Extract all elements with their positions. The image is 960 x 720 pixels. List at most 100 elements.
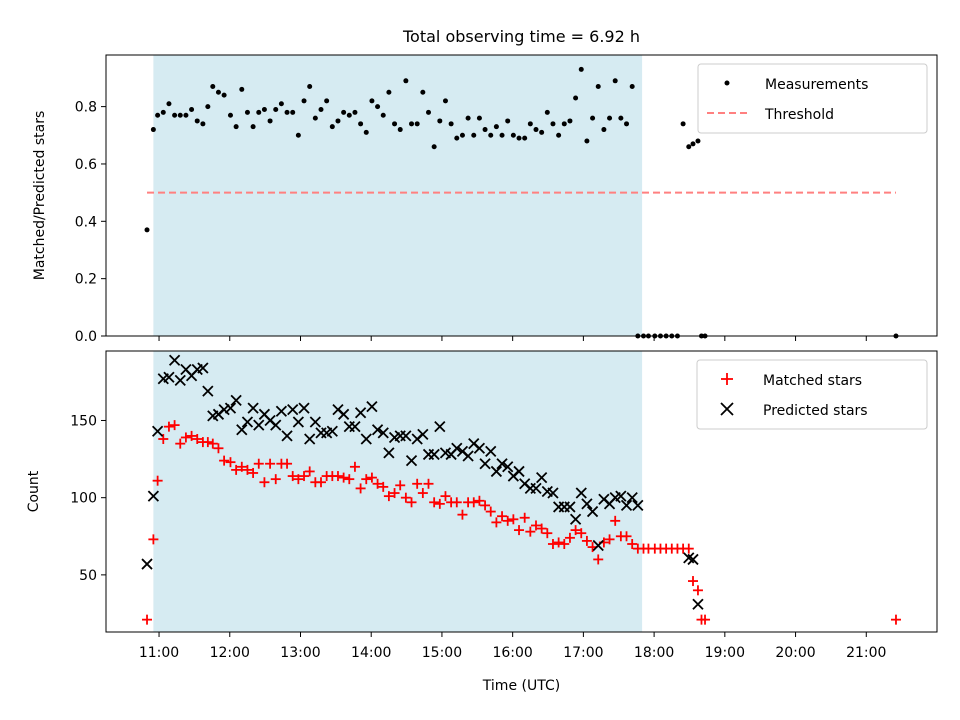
top-x-ticks (158, 336, 867, 341)
measurement-point (335, 118, 341, 124)
bottom-y-tick-label: 100 (70, 491, 97, 507)
measurement-point (210, 84, 216, 90)
matched-star-point (434, 498, 445, 509)
bottom-legend: Matched stars Predicted stars (696, 359, 928, 430)
measurement-point (505, 118, 511, 124)
matched-star-point (553, 537, 564, 548)
matched-star-point (451, 497, 462, 508)
x-tick-label: 12:00 (210, 645, 250, 661)
bottom-y-ticks: 50 100 150 (70, 413, 106, 584)
matched-star-point (231, 464, 242, 475)
measurement-point (488, 132, 494, 138)
matched-star-point (890, 614, 901, 625)
matched-star-point (304, 466, 315, 477)
measurement-point (239, 86, 245, 92)
matched-star-point (525, 526, 536, 537)
matched-star-point (497, 511, 508, 522)
legend-measurements-label: Measurements (765, 77, 868, 93)
matched-star-point (142, 614, 153, 625)
matched-star-point (242, 464, 253, 475)
top-shaded-interval (153, 55, 643, 336)
matched-star-point (180, 432, 191, 443)
matched-star-point (148, 534, 159, 545)
measurement-point (437, 118, 443, 124)
predicted-star-point (202, 385, 214, 397)
top-legend-box (697, 63, 928, 134)
predicted-star-point (530, 482, 542, 495)
x-tick-label: 17:00 (563, 645, 603, 661)
measurement-point (454, 135, 460, 141)
matched-star-point (355, 483, 366, 494)
measurement-point (221, 92, 227, 98)
measurement-point (346, 112, 352, 118)
top-panel: 0.00.20.40.60.8 Matched/Predicted stars … (32, 54, 938, 345)
x-tick-label: 13:00 (280, 645, 320, 661)
matched-star-point (621, 531, 632, 542)
matched-star-point (570, 525, 581, 536)
matched-star-point (502, 515, 513, 526)
measurement-point (420, 89, 426, 95)
measurement-point (612, 78, 618, 84)
measurement-point (267, 118, 273, 124)
measurement-point (177, 112, 183, 118)
predicted-star-point (241, 416, 254, 428)
predicted-star-point (581, 498, 593, 510)
matched-star-point (440, 491, 451, 502)
matched-star-point (236, 461, 247, 472)
top-y-axis-label: Matched/Predicted stars (32, 111, 48, 281)
legend-threshold-label: Threshold (764, 107, 834, 123)
matched-star-point (457, 509, 468, 520)
top-axes-frame (105, 54, 938, 337)
predicted-star-point (502, 461, 514, 473)
matched-star-point (344, 474, 355, 485)
predicted-star-point (434, 421, 446, 433)
predicted-star-point (575, 487, 587, 499)
predicted-star-point (275, 405, 288, 417)
matched-star-point (530, 520, 541, 531)
matched-star-point (485, 506, 496, 517)
matched-star-point (152, 475, 163, 486)
measurement-point (567, 118, 573, 124)
measurement-point (578, 66, 584, 72)
predicted-star-point (687, 553, 699, 566)
measurement-point (250, 124, 256, 130)
matched-star-point (564, 532, 575, 543)
matched-star-point (202, 437, 213, 448)
measurement-point (686, 144, 692, 150)
bottom-y-axis-label: Count (26, 470, 42, 512)
matched-star-point (253, 458, 264, 469)
measurement-point (155, 112, 161, 118)
measurement-point (318, 106, 324, 112)
measurement-point (144, 227, 150, 233)
matched-star-point (700, 614, 711, 625)
matched-star-point (225, 457, 236, 468)
predicted-star-point (360, 433, 372, 445)
matched-stars-points (142, 420, 901, 625)
matched-star-point (158, 434, 169, 445)
legend-matched-marker (721, 373, 733, 385)
predicted-star-point (270, 419, 282, 431)
predicted-star-point (163, 371, 175, 383)
measurement-point (624, 121, 630, 127)
predicted-star-point (141, 558, 153, 570)
top-y-tick-label: 0.4 (75, 214, 97, 230)
measurement-point (590, 115, 596, 121)
x-tick-label: 11:00 (139, 645, 179, 661)
matched-star-point (508, 514, 519, 525)
measurement-point (375, 104, 381, 110)
predicted-star-point (309, 416, 321, 428)
matched-star-point (315, 477, 326, 488)
top-y-ticks: 0.0 0.2 0.4 0.6 0.8 (75, 100, 106, 345)
measurement-point (601, 127, 607, 133)
predicted-star-point (479, 458, 491, 470)
matched-star-point (519, 512, 530, 523)
predicted-star-point (354, 407, 367, 419)
measurement-point (307, 84, 313, 90)
predicted-star-point (230, 394, 242, 407)
matched-star-point (259, 477, 270, 488)
matched-star-point (207, 438, 218, 449)
measurement-point (465, 115, 471, 121)
measurement-point (690, 141, 696, 147)
legend-measurements-marker (724, 80, 730, 86)
legend-matched-label: Matched stars (763, 373, 862, 389)
